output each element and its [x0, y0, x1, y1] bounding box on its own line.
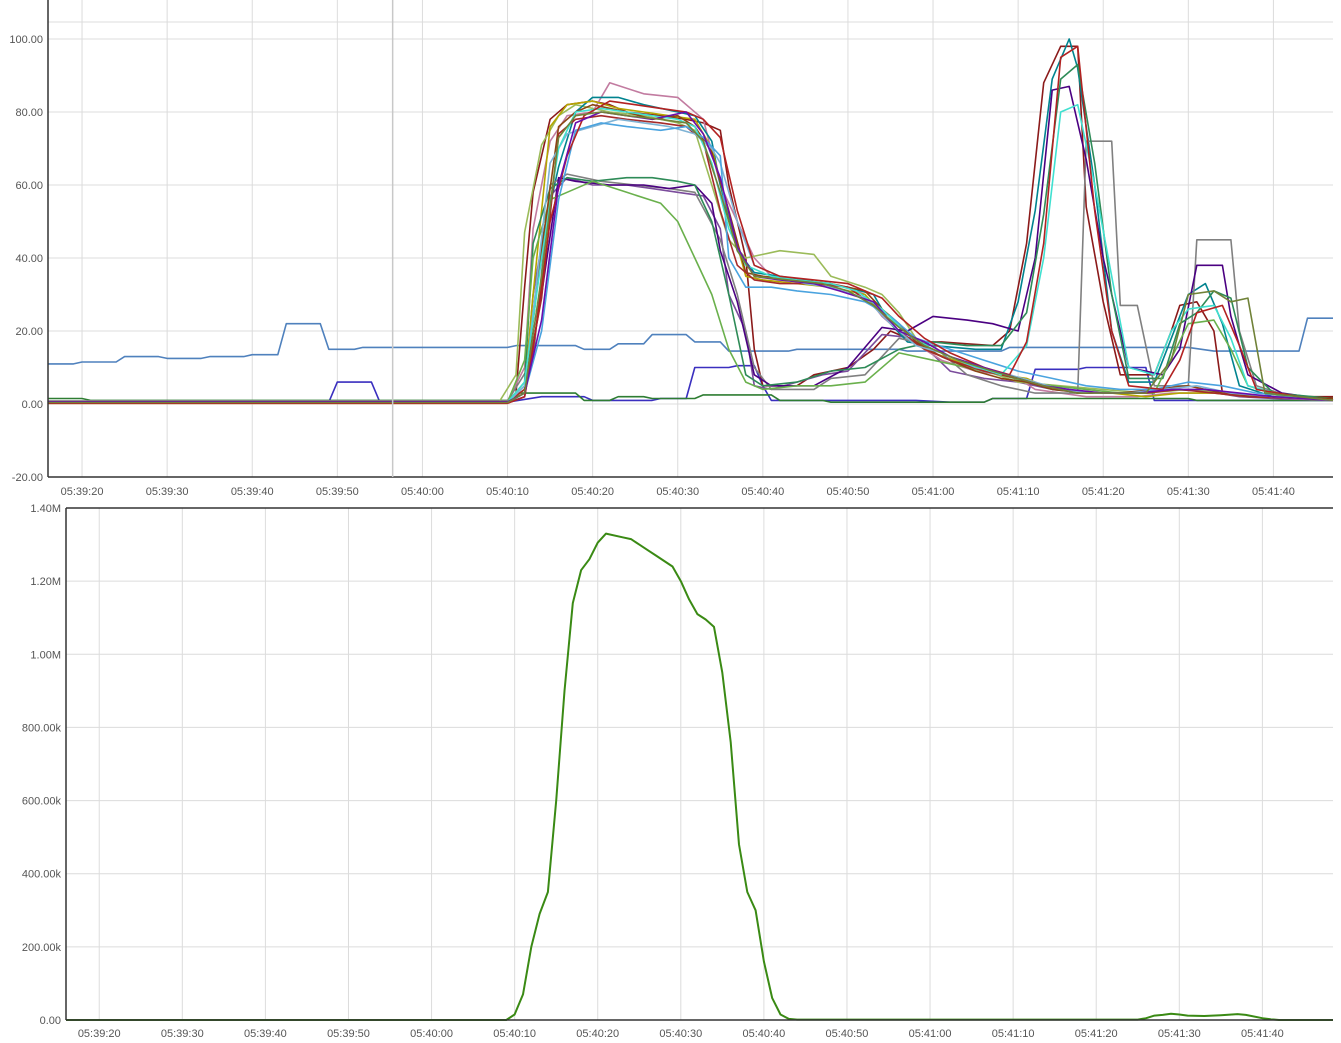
- chart-2-x-tick-labels: 05:39:20 05:39:30 05:39:40 05:39:50 05:40:00…: [78, 1028, 1284, 1040]
- chart-2-axes: [65, 507, 1333, 1021]
- chart-2-series-group: [66, 532, 1333, 1021]
- chart-2-y-tick-labels: 1.40M 1.20M 1.00M 800.00k 600.00k 400.00k 200.…: [22, 503, 62, 1027]
- c2-x-tick-label: 05:39:30: [161, 1028, 204, 1040]
- c1-y-tick-label: 20.00: [15, 326, 43, 338]
- c1-x-tick-label: 05:40:10: [486, 486, 529, 498]
- c1-series-line-7: [48, 103, 1334, 403]
- chart-1-axes: [47, 0, 1333, 478]
- c1-x-tick-label: 05:40:40: [741, 486, 784, 498]
- c2-y-tick-label: 0.00: [40, 1015, 61, 1027]
- c2-y-tick-label: 1.20M: [30, 576, 61, 588]
- c1-series-line-21: [48, 111, 1334, 404]
- c1-series-line-18: [48, 103, 1334, 403]
- c2-y-tick-label: 800.00k: [22, 722, 62, 734]
- chart-1-y-tick-labels: 100.00 80.00 60.00 40.00 20.00 0.00 -20.00: [9, 34, 43, 484]
- c1-x-tick-label: 05:41:10: [997, 486, 1040, 498]
- c1-x-tick-label: 05:40:20: [571, 486, 614, 498]
- c1-x-tick-label: 05:40:30: [656, 486, 699, 498]
- chart-2-grid: [66, 507, 1333, 1021]
- chart-1-series-group: [48, 38, 1334, 405]
- c1-y-tick-label: -20.00: [12, 472, 43, 484]
- c1-x-tick-label: 05:40:00: [401, 486, 444, 498]
- c1-x-tick-label: 05:41:00: [912, 486, 955, 498]
- c2-x-tick-label: 05:41:30: [1158, 1028, 1201, 1040]
- c2-x-tick-label: 05:40:50: [826, 1028, 869, 1040]
- c2-x-tick-label: 05:40:30: [659, 1028, 702, 1040]
- c1-x-tick-label: 05:39:20: [61, 486, 104, 498]
- c2-y-tick-label: 400.00k: [22, 869, 62, 881]
- c2-x-tick-label: 05:40:40: [742, 1028, 785, 1040]
- c2-x-tick-label: 05:41:10: [992, 1028, 1035, 1040]
- c1-x-tick-label: 05:39:50: [316, 486, 359, 498]
- c2-x-tick-label: 05:41:20: [1075, 1028, 1118, 1040]
- c2-x-tick-label: 05:39:40: [244, 1028, 287, 1040]
- c1-x-tick-label: 05:40:50: [827, 486, 870, 498]
- c1-y-tick-label: 60.00: [15, 180, 43, 192]
- c1-y-tick-label: 80.00: [15, 107, 43, 119]
- c2-x-tick-label: 05:39:50: [327, 1028, 370, 1040]
- c1-x-tick-label: 05:41:40: [1252, 486, 1295, 498]
- c1-series-line-13: [48, 180, 1334, 403]
- c2-series-line-1: [66, 532, 1333, 1021]
- c1-x-tick-label: 05:41:30: [1167, 486, 1210, 498]
- c2-x-tick-label: 05:40:10: [493, 1028, 536, 1040]
- c1-y-tick-label: 0.00: [22, 399, 43, 411]
- c1-x-tick-label: 05:39:30: [146, 486, 189, 498]
- c2-y-tick-label: 600.00k: [22, 796, 62, 808]
- c1-x-tick-label: 05:41:20: [1082, 486, 1125, 498]
- c2-y-tick-label: 200.00k: [22, 942, 62, 954]
- chart-1-x-tick-labels: 05:39:20 05:39:30 05:39:40 05:39:50 05:40:00…: [61, 486, 1295, 498]
- c2-y-tick-label: 1.00M: [30, 649, 61, 661]
- chart-cpu-percent: 100.00 80.00 60.00 40.00 20.00 0.00 -20.00 05:…: [9, 0, 1334, 498]
- c1-y-tick-label: 40.00: [15, 253, 43, 265]
- c1-series-line-19: [48, 45, 1334, 405]
- c2-x-tick-label: 05:41:00: [909, 1028, 952, 1040]
- c2-x-tick-label: 05:39:20: [78, 1028, 121, 1040]
- c2-x-tick-label: 05:40:00: [410, 1028, 453, 1040]
- c2-x-tick-label: 05:41:40: [1241, 1028, 1284, 1040]
- c1-y-tick-label: 100.00: [9, 34, 43, 46]
- c1-x-tick-label: 05:39:40: [231, 486, 274, 498]
- c2-x-tick-label: 05:40:20: [576, 1028, 619, 1040]
- c2-y-tick-label: 1.40M: [30, 503, 61, 515]
